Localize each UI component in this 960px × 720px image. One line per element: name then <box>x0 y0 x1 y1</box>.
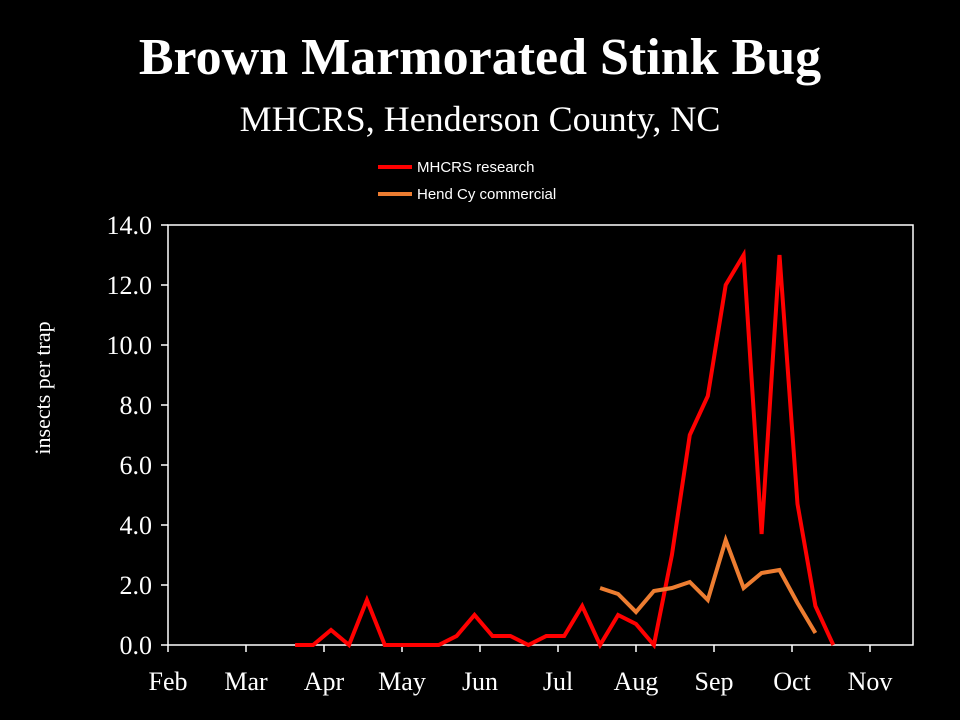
y-tick-label: 10.0 <box>107 331 153 360</box>
x-tick-label: May <box>378 667 426 696</box>
y-tick-label: 4.0 <box>120 511 153 540</box>
y-tick-label: 0.0 <box>120 631 153 660</box>
y-axis: 0.0 2.0 4.0 6.0 8.0 10.0 12.0 14.0 <box>107 211 168 660</box>
x-tick-label: Sep <box>695 667 734 696</box>
x-tick-label: Feb <box>149 667 188 696</box>
legend-label: Hend Cy commercial <box>417 186 556 203</box>
x-tick-label: Mar <box>224 667 268 696</box>
y-tick-label: 14.0 <box>107 211 153 240</box>
y-tick-label: 8.0 <box>120 391 153 420</box>
x-tick-label: Nov <box>848 667 893 696</box>
series-line-hend-cy-commercial <box>599 533 818 635</box>
series-group <box>295 248 836 650</box>
x-tick-label: Oct <box>773 667 811 696</box>
y-tick-label: 12.0 <box>107 271 153 300</box>
legend-label: MHCRS research <box>417 159 535 176</box>
x-axis: Feb Mar Apr May Jun Jul Aug Sep Oct Nov <box>149 645 893 696</box>
x-tick-label: Jul <box>543 667 573 696</box>
x-tick-label: Apr <box>304 667 345 696</box>
plot-area-frame <box>167 224 914 646</box>
x-tick-label: Jun <box>462 667 498 696</box>
y-axis-label: insects per trap <box>30 321 55 454</box>
series-line-mhcrs-research <box>295 248 836 650</box>
y-tick-label: 2.0 <box>120 571 153 600</box>
y-tick-label: 6.0 <box>120 451 153 480</box>
legend: MHCRS research Hend Cy commercial <box>378 159 556 203</box>
chart-subtitle: MHCRS, Henderson County, NC <box>239 99 721 139</box>
chart-title: Brown Marmorated Stink Bug <box>138 29 822 86</box>
x-tick-label: Aug <box>614 667 659 696</box>
